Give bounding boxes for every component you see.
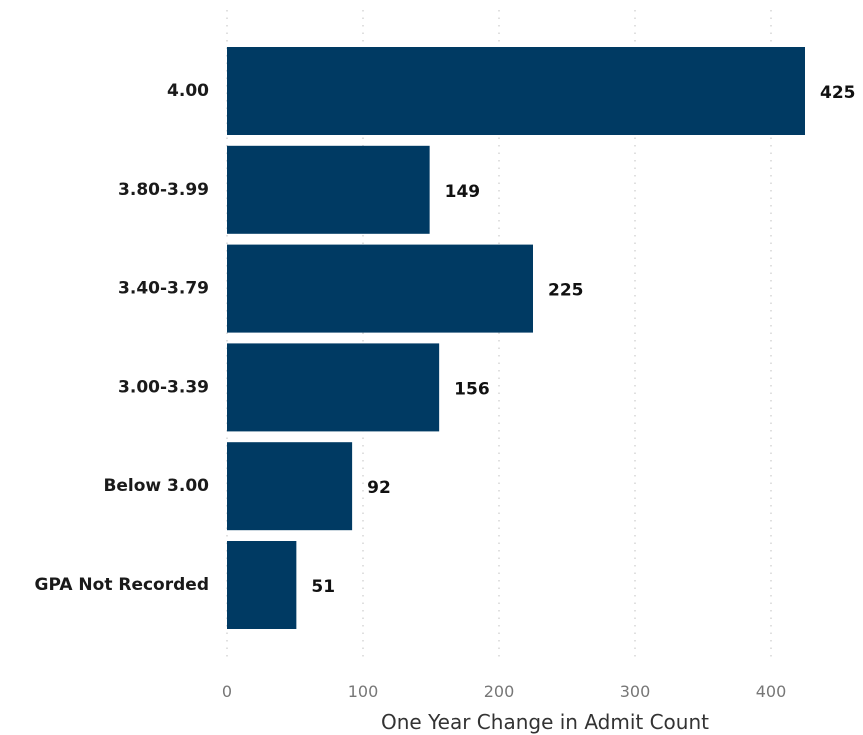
data-label: 156 — [454, 379, 490, 399]
bar — [227, 47, 805, 135]
bars — [227, 47, 805, 629]
data-label: 425 — [820, 83, 856, 103]
x-axis-title: One Year Change in Admit Count — [381, 710, 709, 734]
category-label: 4.00 — [167, 81, 209, 101]
bar — [227, 146, 430, 234]
category-label: GPA Not Recorded — [34, 575, 209, 595]
x-tick-label: 0 — [222, 682, 232, 701]
category-label: 3.00-3.39 — [118, 377, 209, 397]
x-tick-label: 300 — [620, 682, 651, 701]
data-label: 225 — [548, 281, 584, 301]
x-tick-label: 100 — [348, 682, 379, 701]
category-label: 3.40-3.79 — [118, 279, 209, 299]
x-tick-label: 400 — [756, 682, 787, 701]
x-axis-ticks: 0 100 200 300 400 — [222, 682, 786, 701]
bar — [227, 442, 352, 530]
category-label: Below 3.00 — [103, 476, 209, 496]
category-labels: 4.00 3.80-3.99 3.40-3.79 3.00-3.39 Below 3.0… — [34, 81, 209, 595]
bar — [227, 245, 533, 333]
category-label: 3.80-3.99 — [118, 180, 209, 200]
data-label: 149 — [445, 182, 481, 202]
bar — [227, 343, 439, 431]
data-label: 92 — [367, 478, 391, 498]
x-tick-label: 200 — [484, 682, 515, 701]
data-label: 51 — [311, 577, 335, 597]
bar — [227, 541, 296, 629]
